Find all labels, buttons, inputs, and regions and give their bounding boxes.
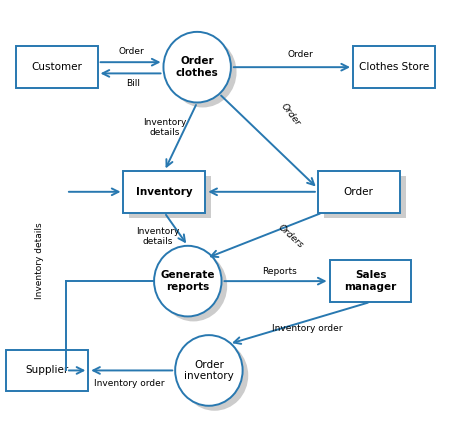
Text: Orders: Orders	[276, 223, 305, 250]
Text: Order: Order	[279, 102, 302, 128]
FancyBboxPatch shape	[329, 260, 411, 302]
Text: Inventory: Inventory	[136, 187, 193, 197]
Text: Reports: Reports	[262, 267, 297, 276]
Text: Order: Order	[344, 187, 374, 197]
Ellipse shape	[169, 37, 237, 107]
Ellipse shape	[160, 251, 227, 321]
FancyBboxPatch shape	[129, 176, 211, 218]
Text: Order: Order	[287, 50, 313, 59]
FancyBboxPatch shape	[324, 176, 406, 218]
Ellipse shape	[154, 246, 221, 317]
Text: Inventory
details: Inventory details	[136, 226, 179, 246]
Ellipse shape	[175, 335, 243, 406]
FancyBboxPatch shape	[123, 171, 205, 213]
Text: Order
clothes: Order clothes	[176, 56, 219, 78]
Text: Supplier: Supplier	[26, 365, 69, 376]
Text: Order: Order	[118, 47, 145, 56]
Text: Inventory order: Inventory order	[272, 325, 343, 333]
Text: Inventory order: Inventory order	[94, 379, 164, 388]
Text: Bill: Bill	[126, 79, 140, 88]
Text: Order
inventory: Order inventory	[184, 360, 234, 381]
Text: Customer: Customer	[31, 62, 82, 72]
FancyBboxPatch shape	[353, 46, 435, 88]
Text: Sales
manager: Sales manager	[345, 270, 397, 292]
FancyBboxPatch shape	[318, 171, 400, 213]
Text: Inventory
details: Inventory details	[143, 118, 186, 137]
Ellipse shape	[164, 32, 231, 102]
Text: Generate
reports: Generate reports	[161, 270, 215, 292]
FancyBboxPatch shape	[16, 46, 98, 88]
Text: Clothes Store: Clothes Store	[359, 62, 429, 72]
Text: Inventory details: Inventory details	[35, 222, 44, 298]
Ellipse shape	[181, 340, 248, 411]
FancyBboxPatch shape	[6, 350, 88, 391]
